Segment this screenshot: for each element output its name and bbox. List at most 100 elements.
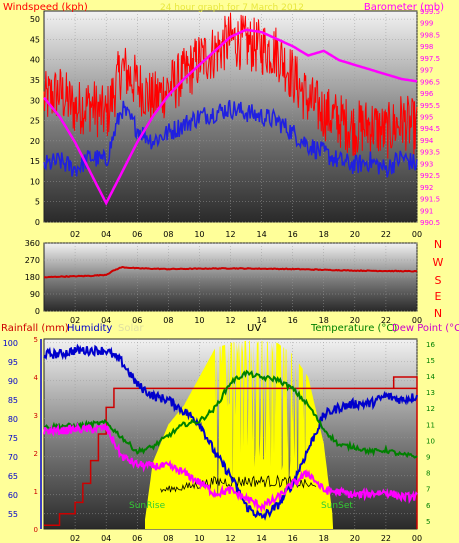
rainfall-series (44, 387, 417, 526)
sunset-label: SunSet (321, 501, 353, 511)
wind-average-series (43, 99, 418, 178)
barometer-tick: 993.5 (420, 149, 440, 157)
bottom-x-tick: 04 (101, 534, 111, 543)
barometer-series (43, 28, 418, 206)
humidity-tick: 85 (8, 396, 18, 405)
barometer-axis-title: Barometer (mb) (364, 2, 444, 13)
direction-x-tick: 04 (101, 316, 111, 325)
direction-x-tick: 20 (350, 316, 360, 325)
dewpoint-series (43, 421, 418, 514)
top-x-tick: 16 (288, 230, 298, 239)
legend-humidity: Humidity (67, 323, 112, 334)
barometer-tick: 999.5 (420, 8, 440, 16)
temperature-tick: 15 (426, 357, 435, 365)
compass-n-bottom: N (434, 307, 442, 320)
direction-x-tick: 12 (225, 316, 235, 325)
uv-series (160, 474, 317, 493)
direction-tick: 360 (25, 239, 40, 248)
temperature-tick: 13 (426, 389, 435, 397)
bottom-x-tick: 10 (194, 534, 204, 543)
windspeed-tick: 20 (30, 137, 40, 146)
direction-x-tick: 18 (319, 316, 329, 325)
windspeed-tick: 15 (30, 157, 40, 166)
barometer-tick: 991 (420, 207, 433, 215)
humidity-tick: 70 (8, 453, 18, 462)
legend-dewpoint: Dew Point (°C) (392, 323, 459, 334)
bottom-x-tick: 02 (70, 534, 80, 543)
top-x-tick: 08 (163, 230, 173, 239)
direction-tick: 90 (30, 290, 40, 299)
temperature-tick: 6 (426, 502, 431, 510)
windspeed-axis-title: Windspeed (kph) (3, 2, 88, 13)
top-x-tick: 04 (101, 230, 111, 239)
wind-gust-series (43, 12, 418, 159)
barometer-tick: 999 (420, 20, 433, 28)
barometer-tick: 996 (420, 90, 434, 98)
top-x-tick: 12 (225, 230, 235, 239)
barometer-tick: 995.5 (420, 102, 440, 110)
top-x-tick: 02 (70, 230, 80, 239)
windspeed-tick: 10 (30, 177, 40, 186)
barometer-tick: 996.5 (420, 78, 440, 86)
legend-uv: UV (247, 323, 261, 334)
bottom-x-tick: 06 (132, 534, 142, 543)
windspeed-tick: 25 (30, 117, 40, 126)
humidity-series (43, 343, 418, 521)
barometer-tick: 992.5 (420, 172, 440, 180)
temperature-tick: 11 (426, 421, 435, 429)
barometer-tick: 998 (420, 43, 433, 51)
direction-x-tick: 00 (412, 316, 422, 325)
humidity-tick: 95 (8, 358, 18, 367)
bottom-x-tick: 20 (350, 534, 360, 543)
barometer-tick: 991.5 (420, 196, 440, 204)
temperature-series (43, 369, 418, 459)
rainfall-tick: 3 (34, 412, 38, 420)
top-x-tick: 00 (412, 230, 422, 239)
top-x-tick: 22 (381, 230, 391, 239)
bottom-x-tick: 14 (256, 534, 266, 543)
top-x-tick: 20 (350, 230, 360, 239)
barometer-tick: 997.5 (420, 55, 440, 63)
barometer-tick: 994 (420, 137, 434, 145)
rainfall-tick: 2 (34, 450, 38, 458)
bottom-x-tick: 08 (163, 534, 173, 543)
direction-x-tick: 06 (132, 316, 142, 325)
windspeed-tick: 40 (30, 56, 40, 65)
compass-w: W (433, 256, 444, 269)
barometer-tick: 992 (420, 184, 433, 192)
barometer-tick: 994.5 (420, 125, 440, 133)
legend-rainfall: Rainfall (mm) (1, 323, 69, 334)
temperature-tick: 7 (426, 486, 430, 494)
legend-solar: Solar (118, 323, 144, 334)
direction-tick: 0 (35, 307, 40, 316)
temperature-tick: 9 (426, 454, 430, 462)
temperature-tick: 8 (426, 470, 430, 478)
windspeed-tick: 0 (35, 218, 40, 227)
chart-title: 24 hour graph for 7 March 2012 (160, 3, 304, 13)
barometer-tick: 990.5 (420, 219, 440, 227)
barometer-tick: 997 (420, 67, 433, 75)
compass-e: E (435, 290, 442, 303)
windspeed-tick: 35 (30, 76, 40, 85)
temperature-tick: 16 (426, 341, 435, 349)
temperature-tick: 12 (426, 405, 435, 413)
compass-s: S (435, 274, 442, 287)
rainfall-series-end (392, 376, 418, 529)
rainfall-tick: 4 (34, 374, 39, 382)
compass-n-top: N (434, 238, 442, 251)
top-x-tick: 10 (194, 230, 204, 239)
legend-temperature: Temperature (°C) (310, 323, 397, 334)
top-x-tick: 14 (256, 230, 266, 239)
rainfall-tick: 0 (34, 526, 38, 534)
direction-x-tick: 16 (288, 316, 298, 325)
humidity-tick: 55 (8, 510, 18, 519)
rainfall-tick: 5 (34, 336, 38, 344)
humidity-tick: 90 (8, 377, 18, 386)
temperature-tick: 10 (426, 437, 435, 445)
bottom-x-tick: 16 (288, 534, 298, 543)
direction-x-tick: 08 (163, 316, 173, 325)
direction-tick: 270 (25, 256, 40, 265)
temperature-tick: 5 (426, 518, 430, 526)
direction-x-tick: 10 (194, 316, 204, 325)
